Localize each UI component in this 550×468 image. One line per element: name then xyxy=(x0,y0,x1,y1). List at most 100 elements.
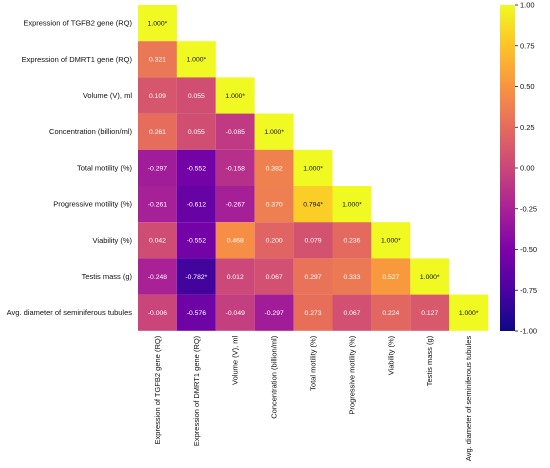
column-label: Testis mass (g) xyxy=(425,335,434,386)
heatmap-cell xyxy=(332,222,372,259)
cell-value-label: 0.079 xyxy=(305,238,322,245)
column-label: Volume (V), ml xyxy=(231,335,240,385)
cell-value-label: 1.000* xyxy=(148,21,168,28)
cell-value-label: 0.224 xyxy=(382,310,399,317)
cell-value-label: -0.297 xyxy=(265,310,284,317)
cell-value-label: 0.321 xyxy=(149,57,166,64)
heatmap-cell xyxy=(176,41,216,78)
heatmap-cell xyxy=(138,149,177,186)
row-label: Expression of DMRT1 gene (RQ) xyxy=(22,55,133,64)
heatmap-cell xyxy=(138,41,177,78)
cell-value-label: 0.297 xyxy=(305,274,322,281)
heatmap-cell xyxy=(176,149,216,186)
heatmap-cell xyxy=(215,186,255,223)
cell-value-label: -0.552 xyxy=(187,165,206,172)
cell-value-label: 0.273 xyxy=(305,310,322,317)
cell-value-label: -0.085 xyxy=(226,129,245,136)
heatmap-cell xyxy=(215,113,255,150)
cell-value-label: 0.109 xyxy=(149,93,166,100)
heatmap-cell xyxy=(254,186,294,223)
cell-value-label: 1.000* xyxy=(459,310,479,317)
heatmap-cell xyxy=(215,294,255,331)
heatmap-cell xyxy=(138,77,177,114)
heatmap-cell xyxy=(332,258,372,295)
heatmap-cell xyxy=(254,258,294,295)
column-labels: Expression of TGFB2 gene (RQ) Expression … xyxy=(153,335,473,461)
heatmap-cell xyxy=(176,258,216,295)
cell-value-label: -0.552 xyxy=(187,238,206,245)
colorbar-tick-label: 0.75 xyxy=(520,41,535,50)
cell-value-label: -0.006 xyxy=(148,310,167,317)
cell-value-label: 0.012 xyxy=(227,274,244,281)
cell-value-label: 1.000* xyxy=(381,238,401,245)
heatmap-cell xyxy=(138,222,177,259)
heatmap-cell xyxy=(176,77,216,114)
cell-value-label: 0.333 xyxy=(343,274,360,281)
heatmap-cell xyxy=(332,294,372,331)
colorbar-tick-label: -0.25 xyxy=(520,204,537,213)
row-label: Viability (%) xyxy=(93,236,133,245)
colorbar-tick-label: -0.50 xyxy=(520,245,537,254)
heatmap-cell xyxy=(215,222,255,259)
heatmap-cells: 1.000* 0.321 1.000* 0.109 0.055 1.000* 0.261 0.… xyxy=(138,5,489,331)
cell-value-label: 0.055 xyxy=(188,93,205,100)
heatmap-cell xyxy=(332,186,372,223)
column-label: Avg. diameter of seminiferous tubules xyxy=(464,336,473,462)
colorbar-tick-label: 0.50 xyxy=(520,82,535,91)
heatmap-cell xyxy=(176,294,216,331)
colorbar-tick-label: -0.75 xyxy=(520,286,537,295)
heatmap-cell xyxy=(254,222,294,259)
colorbar-tick-label: 0.00 xyxy=(520,164,535,173)
heatmap-cell xyxy=(176,186,216,223)
cell-value-label: 0.127 xyxy=(421,310,438,317)
colorbar: 1.00 0.75 0.50 0.25 0.00 -0.25 -0.50 -0.75 -1.00 xyxy=(500,1,537,336)
row-label: Concentration (billion/ml) xyxy=(49,127,132,136)
cell-value-label: 0.261 xyxy=(149,129,166,136)
cell-value-label: 0.200 xyxy=(266,238,283,245)
heatmap-cell xyxy=(254,113,294,150)
cell-value-label: 0.042 xyxy=(149,238,166,245)
cell-value-label: 1.000* xyxy=(264,129,284,136)
row-label: Total motility (%) xyxy=(77,163,133,172)
cell-value-label: 0.468 xyxy=(227,238,244,245)
heatmap-cell xyxy=(371,222,411,259)
column-label: Concentration (billion/ml) xyxy=(270,335,279,418)
heatmap-cell xyxy=(138,186,177,223)
heatmap-cell xyxy=(215,258,255,295)
heatmap-cell xyxy=(293,222,333,259)
cell-value-label: 1.000* xyxy=(187,57,207,64)
heatmap-cell xyxy=(138,5,177,42)
cell-value-label: -0.248 xyxy=(148,274,167,281)
heatmap-cell xyxy=(293,258,333,295)
cell-value-label: -0.782* xyxy=(185,274,207,281)
heatmap-cell xyxy=(293,294,333,331)
cell-value-label: 0.382 xyxy=(266,165,283,172)
heatmap-cell xyxy=(449,294,489,331)
row-label: Volume (V), ml xyxy=(83,91,133,100)
row-label: Avg. diameter of seminiferous tubules xyxy=(7,308,133,317)
cell-value-label: 0.794* xyxy=(303,202,323,209)
cell-value-label: -0.049 xyxy=(226,310,245,317)
cell-value-label: 0.067 xyxy=(266,274,283,281)
cell-value-label: 1.000* xyxy=(303,165,323,172)
cell-value-label: -0.158 xyxy=(226,165,245,172)
cell-value-label: -0.576 xyxy=(187,310,206,317)
row-label: Testis mass (g) xyxy=(82,272,133,281)
heatmap-cell xyxy=(410,294,450,331)
heatmap-cell xyxy=(215,77,255,114)
cell-value-label: 1.000* xyxy=(225,93,245,100)
heatmap-cell xyxy=(293,186,333,223)
colorbar-tick-label: -1.00 xyxy=(520,327,537,336)
heatmap-cell xyxy=(138,113,177,150)
heatmap-cell xyxy=(215,149,255,186)
heatmap-cell xyxy=(371,258,411,295)
colorbar-tick-label: 0.25 xyxy=(520,123,535,132)
row-label: Progressive motility (%) xyxy=(53,200,132,209)
heatmap-cell xyxy=(254,294,294,331)
column-label: Total motility (%) xyxy=(309,335,318,391)
column-label: Viability (%) xyxy=(386,335,395,375)
heatmap-cell xyxy=(176,222,216,259)
row-label: Expression of TGFB2 gene (RQ) xyxy=(23,19,132,28)
column-label: Expression of TGFB2 gene (RQ) xyxy=(153,335,162,444)
